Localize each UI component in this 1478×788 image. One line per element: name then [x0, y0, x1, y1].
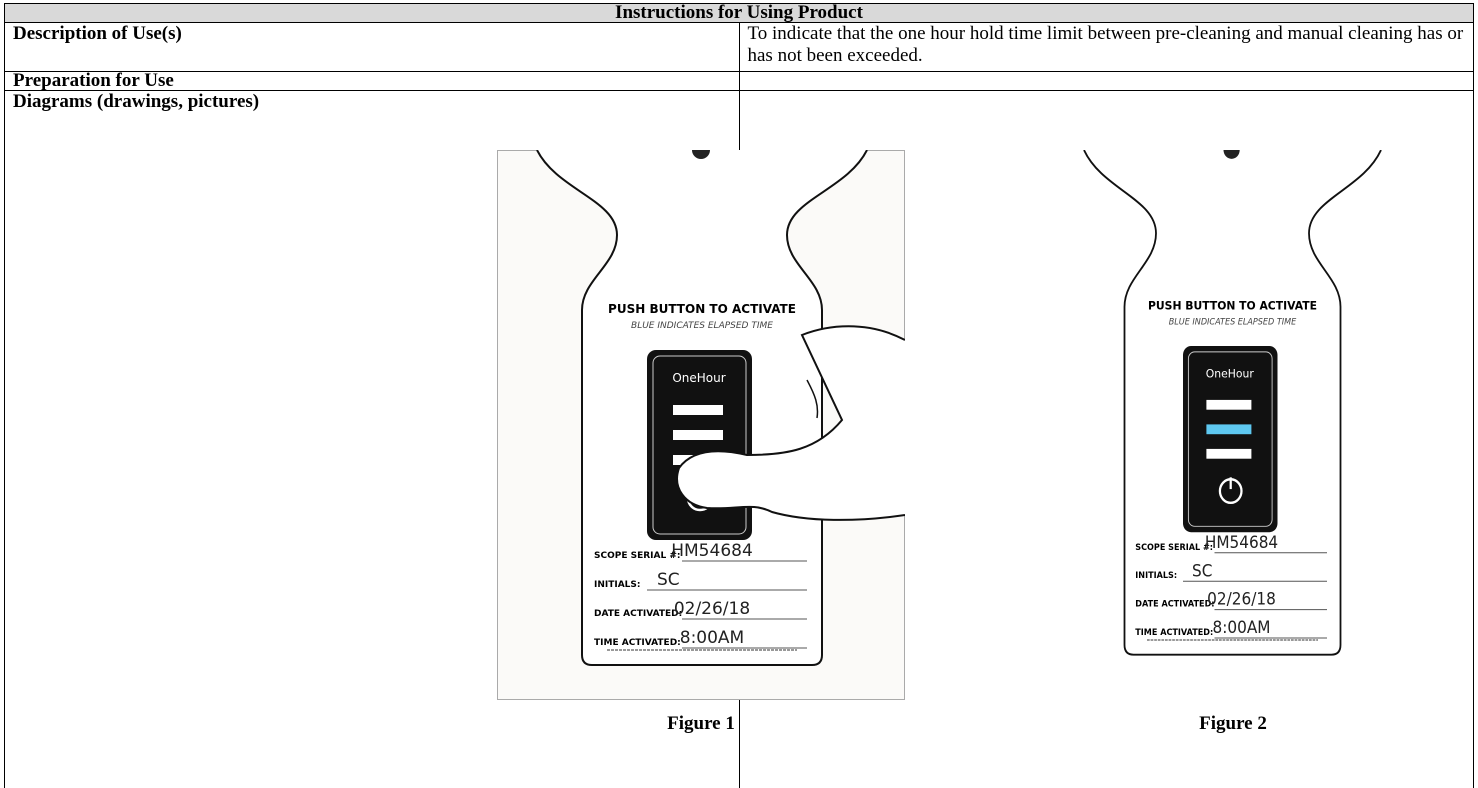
indicator-bar [673, 405, 723, 415]
field-label: SCOPE SERIAL #: [594, 551, 681, 561]
tag-hole [692, 150, 710, 159]
tag-heading: PUSH BUTTON TO ACTIVATE [1148, 299, 1317, 313]
figure-caption: Figure 1 [667, 713, 735, 734]
brand: OneHour [1206, 367, 1254, 381]
indicator-inner [652, 355, 747, 535]
table-title: Instructions for Using Product [4, 3, 1474, 23]
row: Preparation for Use [4, 71, 1474, 91]
indicator-bar [673, 430, 723, 440]
hand [676, 325, 905, 521]
figure-caption: Figure 2 [1199, 713, 1267, 734]
row-text: To indicate that the one hour hold time … [738, 22, 1474, 72]
indicator-bar [1206, 424, 1252, 435]
hand-crease [806, 379, 819, 419]
indicator-bar [1206, 399, 1252, 410]
tag: PUSH BUTTON TO ACTIVATE BLUE INDICATES EL… [1083, 150, 1382, 656]
tag-subheading: BLUE INDICATES ELAPSED TIME [631, 321, 773, 331]
field-label: SCOPE SERIAL #: [1135, 542, 1213, 552]
indicator-panel [1183, 346, 1278, 533]
field-label: DATE ACTIVATED: [1135, 598, 1214, 608]
field-value: SC [1192, 561, 1212, 581]
tag-heading: PUSH BUTTON TO ACTIVATE [608, 302, 796, 316]
field-value: 8:00AM [1213, 618, 1271, 638]
indicator-label: On [1224, 402, 1233, 410]
header-row: Instructions for Using Product [4, 3, 1474, 23]
field-value: HM54684 [671, 541, 753, 561]
figure-image: PUSH BUTTON TO ACTIVATE BLUE INDICATES EL… [1083, 150, 1382, 656]
tag: PUSH BUTTON TO ACTIVATE BLUE INDICATES EL… [536, 150, 905, 666]
field-label: TIME ACTIVATED: [1135, 627, 1213, 637]
row-label: Preparation for Use [4, 71, 740, 91]
row-label: Description of Use(s) [4, 22, 740, 72]
field-label: INITIALS: [594, 580, 641, 590]
field-value: 02/26/18 [1207, 589, 1276, 609]
field-value: 8:00AM [680, 628, 744, 648]
field-value: HM54684 [1205, 532, 1278, 552]
tag-subheading: BLUE INDICATES ELAPSED TIME [1169, 316, 1297, 326]
figure-image: PUSH BUTTON TO ACTIVATE BLUE INDICATES EL… [497, 150, 905, 700]
field-label: DATE ACTIVATED: [594, 609, 682, 619]
field-label: TIME ACTIVATED: [594, 638, 681, 648]
field-value: 02/26/18 [674, 599, 750, 619]
tag-hole [1223, 150, 1240, 159]
field-value: SC [657, 570, 680, 590]
brand: OneHour [672, 371, 725, 385]
indicator-inner [1187, 351, 1273, 527]
row: Description of Use(s) To indicate that t… [4, 22, 1474, 72]
row-text [738, 71, 1474, 91]
field-label: INITIALS: [1135, 570, 1177, 580]
indicator-bar [1206, 448, 1252, 459]
